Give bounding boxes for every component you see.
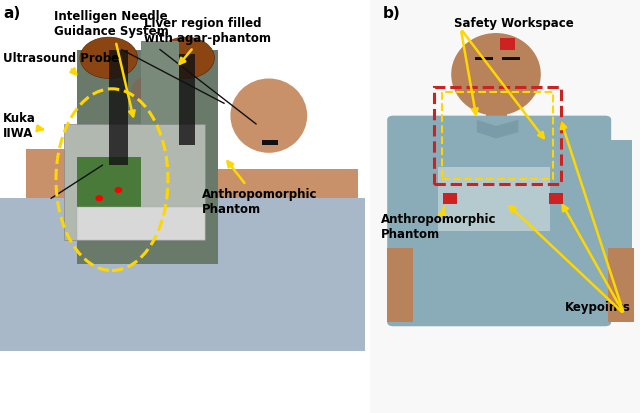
Bar xyxy=(434,87,561,184)
Ellipse shape xyxy=(95,195,103,201)
Bar xyxy=(486,76,507,126)
Bar xyxy=(26,149,186,198)
Ellipse shape xyxy=(80,37,138,78)
Bar xyxy=(262,140,278,145)
Ellipse shape xyxy=(451,33,541,116)
FancyBboxPatch shape xyxy=(387,116,611,326)
Bar xyxy=(179,54,195,145)
Text: Anthropomorphic
Phantom: Anthropomorphic Phantom xyxy=(202,161,317,216)
Bar xyxy=(502,57,520,60)
Text: Anthropomorphic
Phantom: Anthropomorphic Phantom xyxy=(381,207,496,241)
Text: Ultrasound Probe: Ultrasound Probe xyxy=(3,52,119,74)
Bar xyxy=(500,38,515,50)
Bar xyxy=(370,0,640,413)
Bar xyxy=(179,169,358,198)
Text: b): b) xyxy=(383,6,401,21)
Text: Safety Workspace: Safety Workspace xyxy=(454,17,574,29)
Text: Intelligen Needle
Guidance System: Intelligen Needle Guidance System xyxy=(54,10,169,116)
Bar xyxy=(443,193,457,204)
Ellipse shape xyxy=(230,78,307,153)
Bar xyxy=(77,50,218,264)
Text: Liver region filled
with agar-phantom: Liver region filled with agar-phantom xyxy=(144,17,271,64)
Bar xyxy=(438,167,550,231)
Ellipse shape xyxy=(157,37,214,78)
Bar xyxy=(549,193,563,204)
Bar xyxy=(77,206,205,240)
Text: Kuka
IIWA: Kuka IIWA xyxy=(3,112,43,140)
Bar xyxy=(475,57,493,60)
Bar xyxy=(387,248,413,322)
Polygon shape xyxy=(477,120,518,138)
Bar xyxy=(389,140,415,256)
Bar xyxy=(608,248,634,322)
Bar xyxy=(77,157,141,206)
Bar xyxy=(109,50,128,165)
Text: Keypoints: Keypoints xyxy=(564,301,630,314)
Bar xyxy=(0,0,370,413)
Bar xyxy=(607,140,632,256)
Text: a): a) xyxy=(3,6,20,21)
Bar xyxy=(442,92,553,179)
Ellipse shape xyxy=(131,74,176,107)
Bar xyxy=(64,124,205,240)
Polygon shape xyxy=(0,198,365,351)
Bar xyxy=(141,41,179,165)
Ellipse shape xyxy=(115,187,122,193)
Bar xyxy=(0,0,370,413)
